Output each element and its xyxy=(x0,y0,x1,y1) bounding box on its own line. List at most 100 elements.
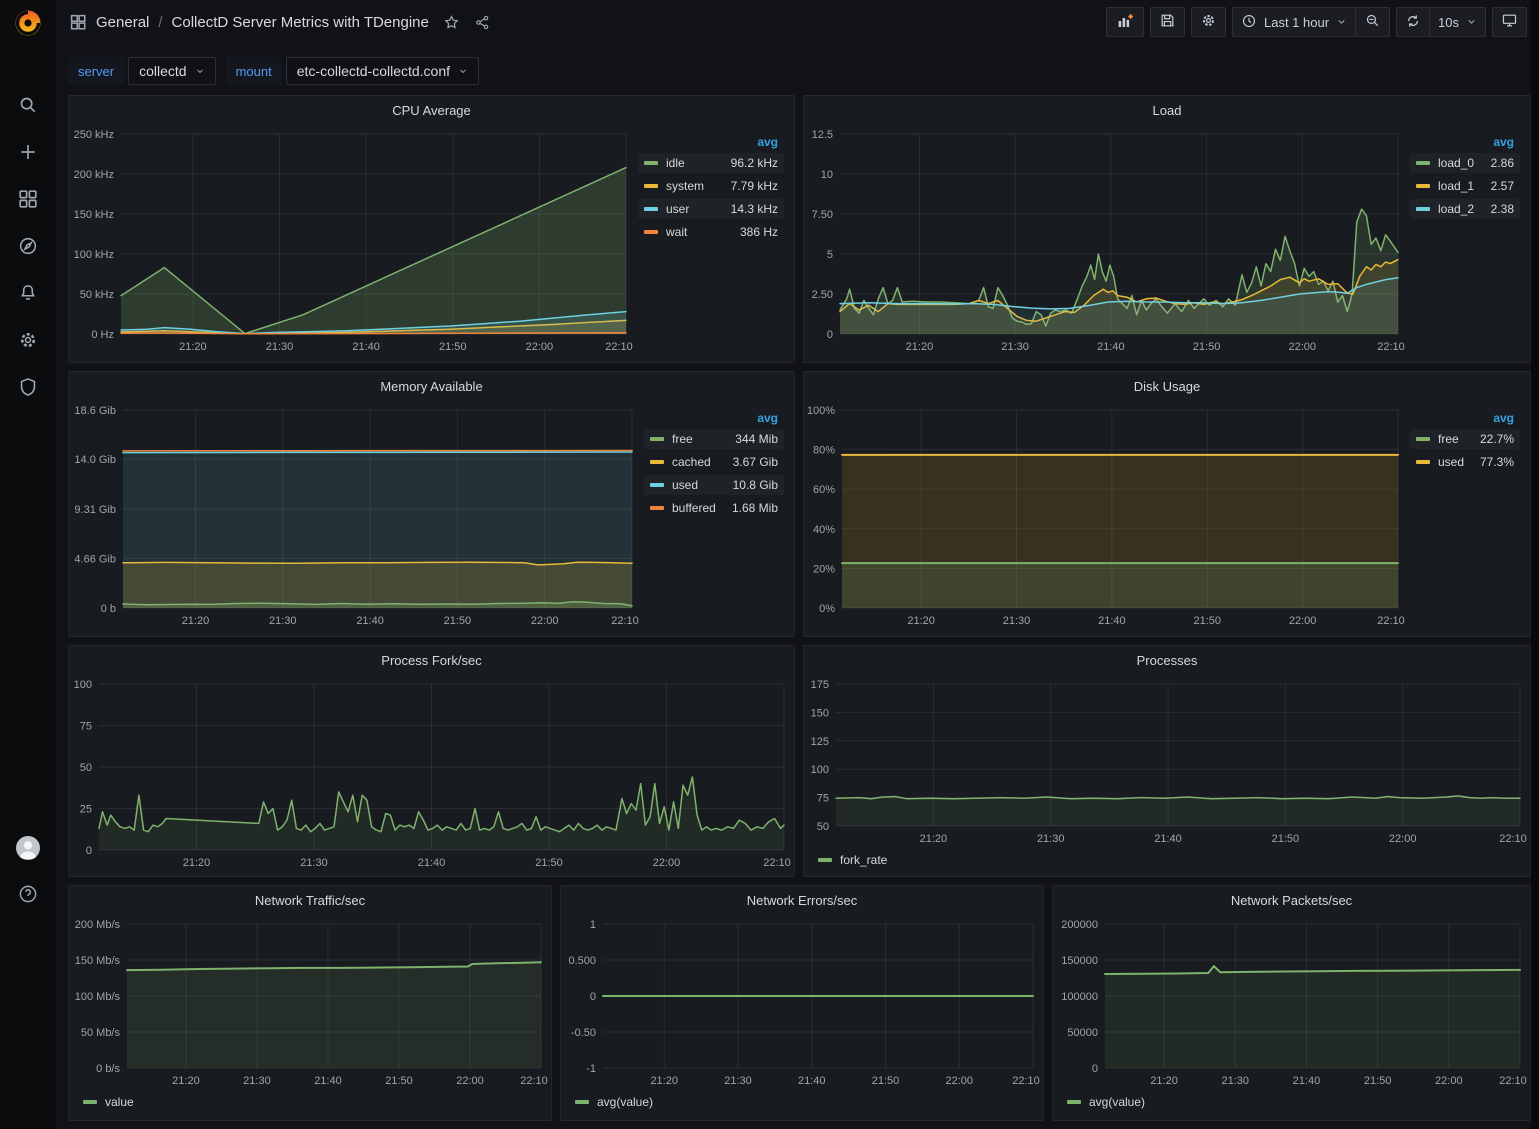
save-dashboard-button[interactable] xyxy=(1149,7,1185,37)
series-color-swatch xyxy=(575,1100,589,1104)
panel-title[interactable]: Network Packets/sec xyxy=(1230,892,1353,908)
legend-avg-header[interactable]: avg xyxy=(1493,135,1514,149)
svg-text:22:00: 22:00 xyxy=(1389,833,1417,845)
svg-text:0.500: 0.500 xyxy=(568,955,596,967)
series-avg-value: 10.8 Gib xyxy=(732,478,778,492)
legend-avg-header[interactable]: avg xyxy=(757,411,778,425)
svg-text:21:20: 21:20 xyxy=(183,857,211,869)
process-fork-chart[interactable]: 0 25 50 75 100 21:20 21:30 21:40 21:50 22:00 22:10 xyxy=(69,674,794,872)
server-admin-button[interactable] xyxy=(11,372,45,402)
series-color-swatch xyxy=(1416,437,1430,441)
legend-item-used[interactable]: used 10.8 Gib xyxy=(644,475,784,495)
legend-item-value[interactable]: value xyxy=(83,1095,134,1109)
svg-text:50: 50 xyxy=(80,762,92,774)
svg-text:5: 5 xyxy=(827,249,833,261)
series-color-swatch xyxy=(644,184,658,188)
svg-text:200 Mb/s: 200 Mb/s xyxy=(75,919,121,931)
time-range-picker[interactable]: Last 1 hour xyxy=(1231,7,1357,37)
legend-item-user[interactable]: user 14.3 kHz xyxy=(638,199,784,219)
svg-text:21:30: 21:30 xyxy=(266,341,294,353)
series-avg-value: 77.3% xyxy=(1479,455,1514,469)
zoom-out-time-button[interactable] xyxy=(1356,7,1391,37)
memory-available-chart[interactable]: 0 b 4.66 Gib 9.31 Gib 14.0 Gib 18.6 Gib 21:20… xyxy=(69,400,642,630)
processes-chart[interactable]: 50 75 100 125 150 175 21:20 21:30 21:40 21:50 22:0… xyxy=(804,674,1530,848)
svg-text:21:50: 21:50 xyxy=(385,1075,413,1087)
legend-item-load_2[interactable]: load_2 2.38 xyxy=(1410,199,1520,219)
svg-text:21:20: 21:20 xyxy=(906,341,934,353)
panel-title[interactable]: Network Traffic/sec xyxy=(254,892,366,908)
load-chart[interactable]: 0 2.50 5 7.50 10 12.5 21:20 21:30 21:40 21:50 22:0… xyxy=(804,124,1408,356)
monitor-icon xyxy=(1501,12,1518,32)
legend-item-system[interactable]: system 7.79 kHz xyxy=(638,176,784,196)
svg-text:21:50: 21:50 xyxy=(444,615,472,627)
panel-title[interactable]: CPU Average xyxy=(392,102,471,118)
panel-title[interactable]: Memory Available xyxy=(380,378,483,394)
gear-icon xyxy=(1200,12,1217,32)
series-avg-value: 386 Hz xyxy=(739,225,778,239)
legend-item-free[interactable]: free 344 Mib xyxy=(644,429,784,449)
panel-load: Load 0 2.50 5 7.50 10 12.5 21:20 21:30 21:40 21:5… xyxy=(803,95,1531,363)
svg-text:22:10: 22:10 xyxy=(520,1075,548,1087)
svg-text:40%: 40% xyxy=(813,524,835,536)
svg-text:18.6 Gib: 18.6 Gib xyxy=(74,405,116,417)
alerting-button[interactable] xyxy=(11,278,45,308)
series-name: avg(value) xyxy=(597,1095,654,1109)
configuration-button[interactable] xyxy=(11,325,45,355)
dashboard-settings-button[interactable] xyxy=(1190,7,1226,37)
star-dashboard-button[interactable] xyxy=(443,14,460,31)
legend-item-cached[interactable]: cached 3.67 Gib xyxy=(644,452,784,472)
scrollbar-track[interactable] xyxy=(1531,0,1539,1129)
create-button[interactable] xyxy=(11,137,45,167)
help-button[interactable] xyxy=(11,879,45,909)
network-errors-chart[interactable]: -1 -0.50 0 0.500 1 21:20 21:30 21:40 21:50 22:00 2… xyxy=(561,914,1043,1090)
svg-text:21:40: 21:40 xyxy=(352,341,380,353)
panel-title[interactable]: Process Fork/sec xyxy=(381,652,482,668)
panel-title[interactable]: Processes xyxy=(1136,652,1198,668)
series-name: load_2 xyxy=(1438,202,1475,216)
network-packets-chart[interactable]: 0 50000 100000 150000 200000 21:20 21:30 21:40 2… xyxy=(1053,914,1530,1090)
panel-title[interactable]: Load xyxy=(1152,102,1182,118)
panel-title[interactable]: Network Errors/sec xyxy=(746,892,858,908)
cpu-legend: avg idle 96.2 kHz system 7.79 kHz user 14.3 kH… xyxy=(636,124,794,356)
breadcrumb-separator: / xyxy=(158,13,163,31)
refresh-interval-picker[interactable]: 10s xyxy=(1430,7,1486,37)
kiosk-mode-button[interactable] xyxy=(1492,7,1527,37)
refresh-dashboard-button[interactable] xyxy=(1396,7,1431,37)
legend-item-avg(value)[interactable]: avg(value) xyxy=(1067,1095,1145,1109)
legend-avg-header[interactable]: avg xyxy=(757,135,778,149)
disk-usage-chart[interactable]: 0% 20% 40% 60% 80% 100% 21:20 21:30 21:40 21:50 22… xyxy=(804,400,1408,630)
legend-item-free[interactable]: free 22.7% xyxy=(1410,429,1520,449)
variable-server-select[interactable]: collectd xyxy=(128,57,216,85)
variable-mount-select[interactable]: etc-collectd-collectd.conf xyxy=(285,57,480,85)
svg-text:21:40: 21:40 xyxy=(1098,615,1126,627)
dashboards-button[interactable] xyxy=(11,184,45,214)
grafana-logo-icon[interactable] xyxy=(13,8,43,38)
legend-item-buffered[interactable]: buffered 1.68 Mib xyxy=(644,498,784,518)
cpu-average-chart[interactable]: 0 Hz 50 kHz 100 kHz 150 kHz 200 kHz 250 kHz 21… xyxy=(69,124,636,356)
user-profile-button[interactable] xyxy=(11,833,45,863)
share-dashboard-button[interactable] xyxy=(474,14,491,31)
explore-button[interactable] xyxy=(11,231,45,261)
svg-text:21:50: 21:50 xyxy=(1193,341,1221,353)
legend-item-load_1[interactable]: load_1 2.57 xyxy=(1410,176,1520,196)
network-traffic-chart[interactable]: 0 b/s 50 Mb/s 100 Mb/s 150 Mb/s 200 Mb/s 21:2… xyxy=(69,914,551,1090)
series-avg-value: 2.38 xyxy=(1490,202,1514,216)
legend-item-used[interactable]: used 77.3% xyxy=(1410,452,1520,472)
series-name: avg(value) xyxy=(1089,1095,1146,1109)
save-icon xyxy=(1159,12,1176,32)
panel-title[interactable]: Disk Usage xyxy=(1133,378,1201,394)
add-panel-button[interactable] xyxy=(1105,7,1144,37)
svg-text:22:00: 22:00 xyxy=(945,1075,973,1087)
legend-item-avg(value)[interactable]: avg(value) xyxy=(575,1095,653,1109)
breadcrumb-folder[interactable]: General xyxy=(96,13,150,31)
legend-item-wait[interactable]: wait 386 Hz xyxy=(638,222,784,242)
legend-avg-header[interactable]: avg xyxy=(1493,411,1514,425)
svg-text:14.0 Gib: 14.0 Gib xyxy=(74,454,116,466)
svg-text:4.66 Gib: 4.66 Gib xyxy=(74,553,116,565)
page-title[interactable]: CollectD Server Metrics with TDengine xyxy=(171,13,429,31)
legend-item-fork_rate[interactable]: fork_rate xyxy=(818,853,887,867)
legend-item-idle[interactable]: idle 96.2 kHz xyxy=(638,153,784,173)
legend-item-load_0[interactable]: load_0 2.86 xyxy=(1410,153,1520,173)
search-button[interactable] xyxy=(11,90,45,120)
svg-text:21:20: 21:20 xyxy=(179,341,207,353)
